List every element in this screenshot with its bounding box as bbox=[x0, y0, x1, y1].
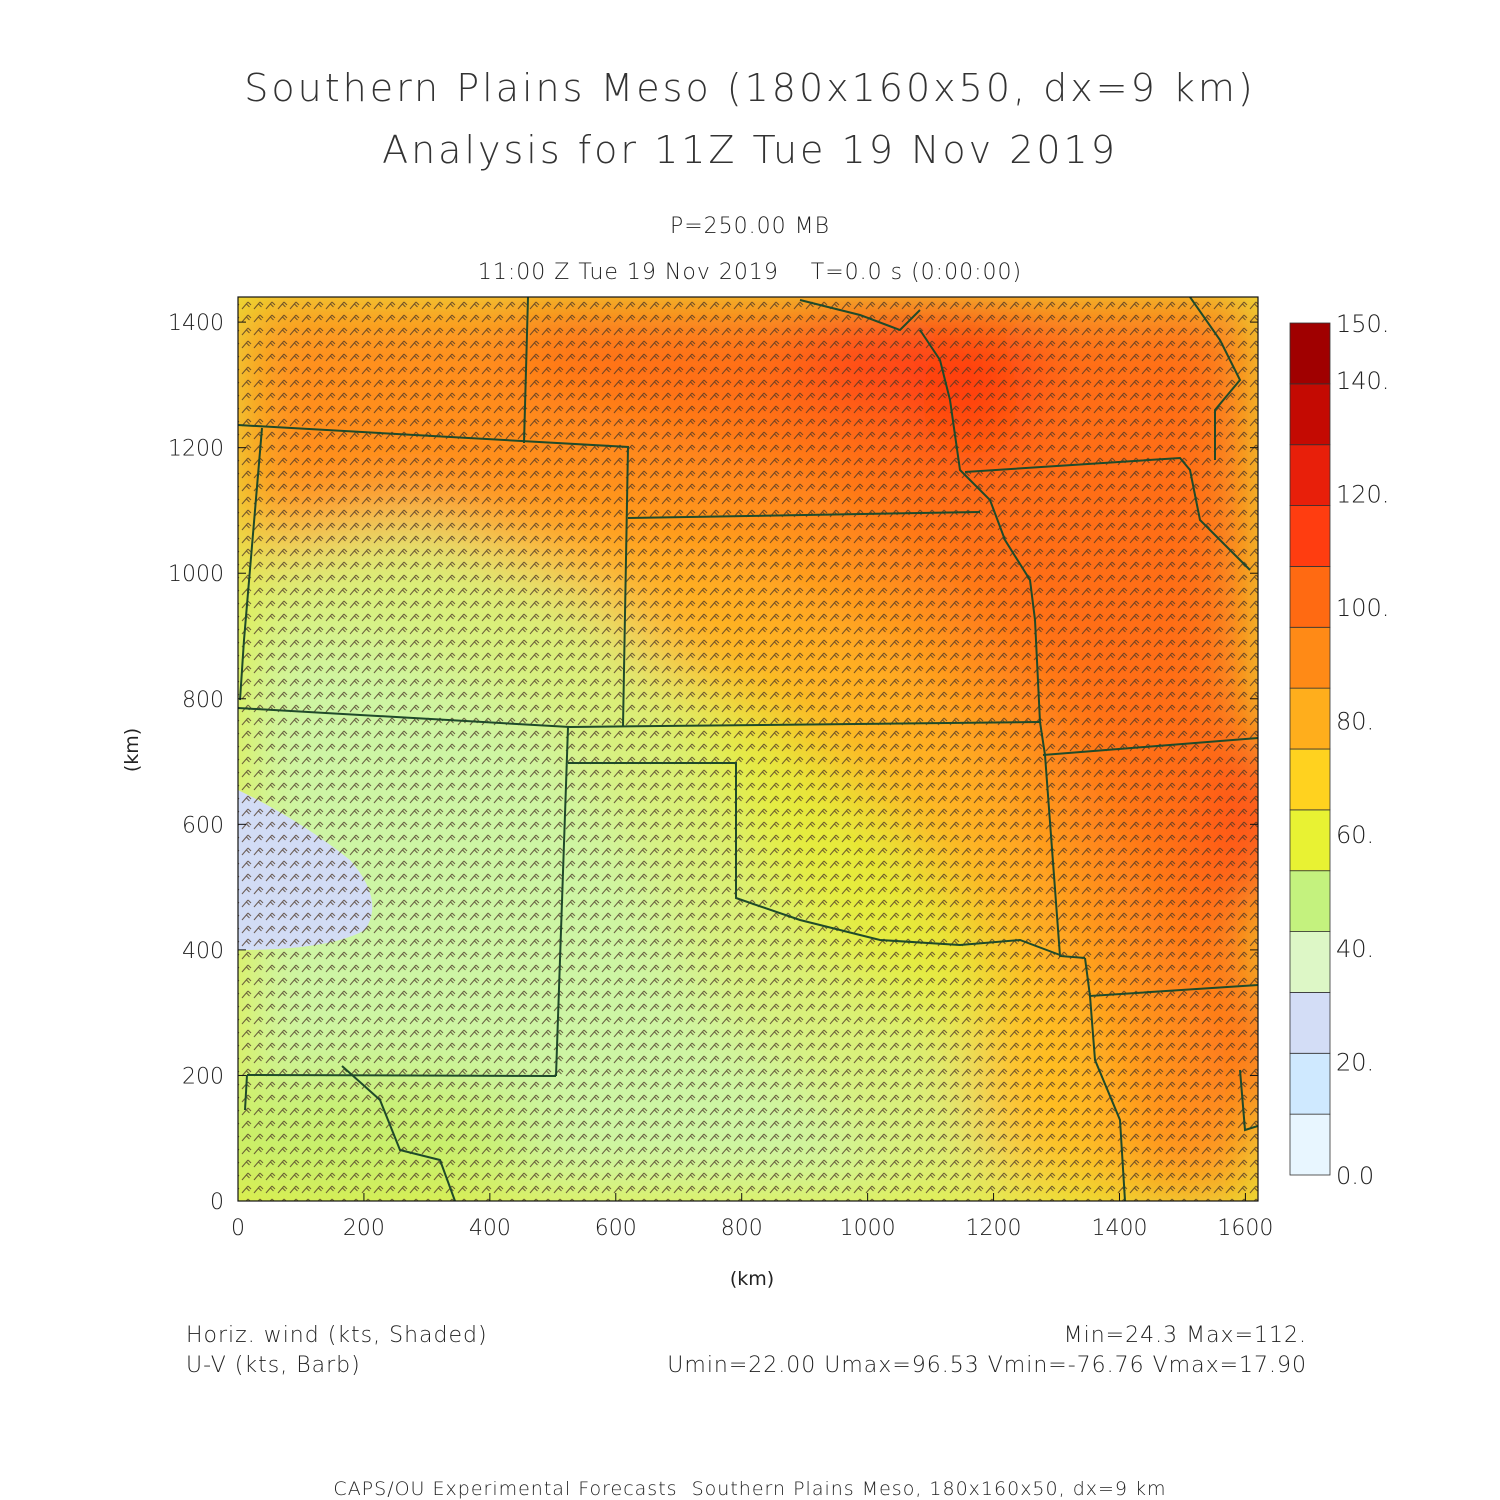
x-tick-label: 800 bbox=[721, 1216, 763, 1241]
y-tick-label: 1000 bbox=[168, 562, 224, 587]
x-tick-labels: 0 200 400 600 800 1000 1200 1400 1600 bbox=[231, 1216, 1273, 1241]
colorbar-swatch bbox=[1289, 383, 1331, 446]
colorbar-swatch bbox=[1289, 566, 1331, 628]
colorbar-swatch bbox=[1289, 870, 1331, 932]
x-tick-label: 600 bbox=[595, 1216, 637, 1241]
min-max-stats: Min=24.3 Max=112. bbox=[1063, 1323, 1307, 1348]
colorbar-labels: 0.0 20. 40. 60. 80. 100. 120. 140. 150. bbox=[1336, 310, 1389, 1190]
colorbar-swatch bbox=[1289, 931, 1331, 993]
pressure-level-label: P=250.00 MB bbox=[669, 214, 831, 239]
y-axis-label: (km) bbox=[121, 728, 143, 772]
x-tick-label: 1600 bbox=[1217, 1216, 1273, 1241]
colorbar-label: 150. bbox=[1336, 310, 1389, 338]
x-tick-label: 1200 bbox=[966, 1216, 1022, 1241]
uv-stats: Umin=22.00 Umax=96.53 Vmin=-76.76 Vmax=1… bbox=[667, 1353, 1307, 1378]
colorbar-label: 80. bbox=[1336, 708, 1374, 736]
colorbar-label: 40. bbox=[1336, 935, 1374, 963]
x-tick-label: 1400 bbox=[1091, 1216, 1147, 1241]
colorbar-swatch bbox=[1289, 809, 1331, 872]
colorbar-label: 120. bbox=[1336, 480, 1389, 508]
x-axis-label: (km) bbox=[730, 1268, 774, 1290]
y-tick-label: 200 bbox=[182, 1064, 224, 1089]
y-tick-label: 800 bbox=[182, 688, 224, 713]
wind-speed-shading bbox=[238, 297, 1258, 1201]
y-tick-label: 1200 bbox=[168, 437, 224, 462]
footer-credit: CAPS/OU Experimental Forecasts Southern … bbox=[333, 1478, 1167, 1500]
y-tick-label: 1400 bbox=[168, 311, 224, 336]
colorbar-swatch bbox=[1289, 1052, 1331, 1115]
colorbar-swatch bbox=[1289, 322, 1331, 385]
colorbar-label: 100. bbox=[1336, 594, 1389, 622]
state-boundaries bbox=[238, 297, 1258, 1201]
y-tick-labels: 0 200 400 600 800 1000 1200 1400 bbox=[168, 311, 224, 1215]
valid-time-label: 11:00 Z Tue 19 Nov 2019 T=0.0 s (0:00:00… bbox=[477, 260, 1023, 285]
colorbar-swatch bbox=[1289, 626, 1331, 689]
map-title-line1: Southern Plains Meso (180x160x50, dx=9 k… bbox=[244, 66, 1256, 110]
y-tick-label: 0 bbox=[210, 1190, 224, 1215]
colorbar-label: 20. bbox=[1336, 1048, 1374, 1076]
plot-frame bbox=[237, 296, 1259, 1202]
colorbar-swatch bbox=[1289, 992, 1331, 1054]
y-tick-label: 600 bbox=[182, 813, 224, 838]
axis-ticks bbox=[237, 321, 1258, 1202]
x-tick-label: 400 bbox=[469, 1216, 511, 1241]
x-tick-label: 0 bbox=[231, 1216, 245, 1241]
legend-shaded-field: Horiz. wind (kts, Shaded) bbox=[186, 1323, 488, 1348]
legend-barb-field: U-V (kts, Barb) bbox=[186, 1353, 361, 1378]
colorbar-swatch bbox=[1289, 1113, 1331, 1176]
y-tick-label: 400 bbox=[182, 939, 224, 964]
x-tick-label: 200 bbox=[343, 1216, 385, 1241]
colorbar-swatch bbox=[1289, 748, 1331, 811]
map-title-line2: Analysis for 11Z Tue 19 Nov 2019 bbox=[382, 128, 1118, 172]
colorbar-label: 0.0 bbox=[1336, 1162, 1374, 1190]
colorbar-swatch bbox=[1289, 444, 1331, 506]
colorbar-swatch bbox=[1289, 505, 1331, 567]
colorbar bbox=[1289, 322, 1331, 1176]
x-tick-label: 1000 bbox=[840, 1216, 896, 1241]
colorbar-label: 140. bbox=[1336, 367, 1389, 395]
colorbar-swatch bbox=[1289, 687, 1331, 750]
colorbar-label: 60. bbox=[1336, 821, 1374, 849]
